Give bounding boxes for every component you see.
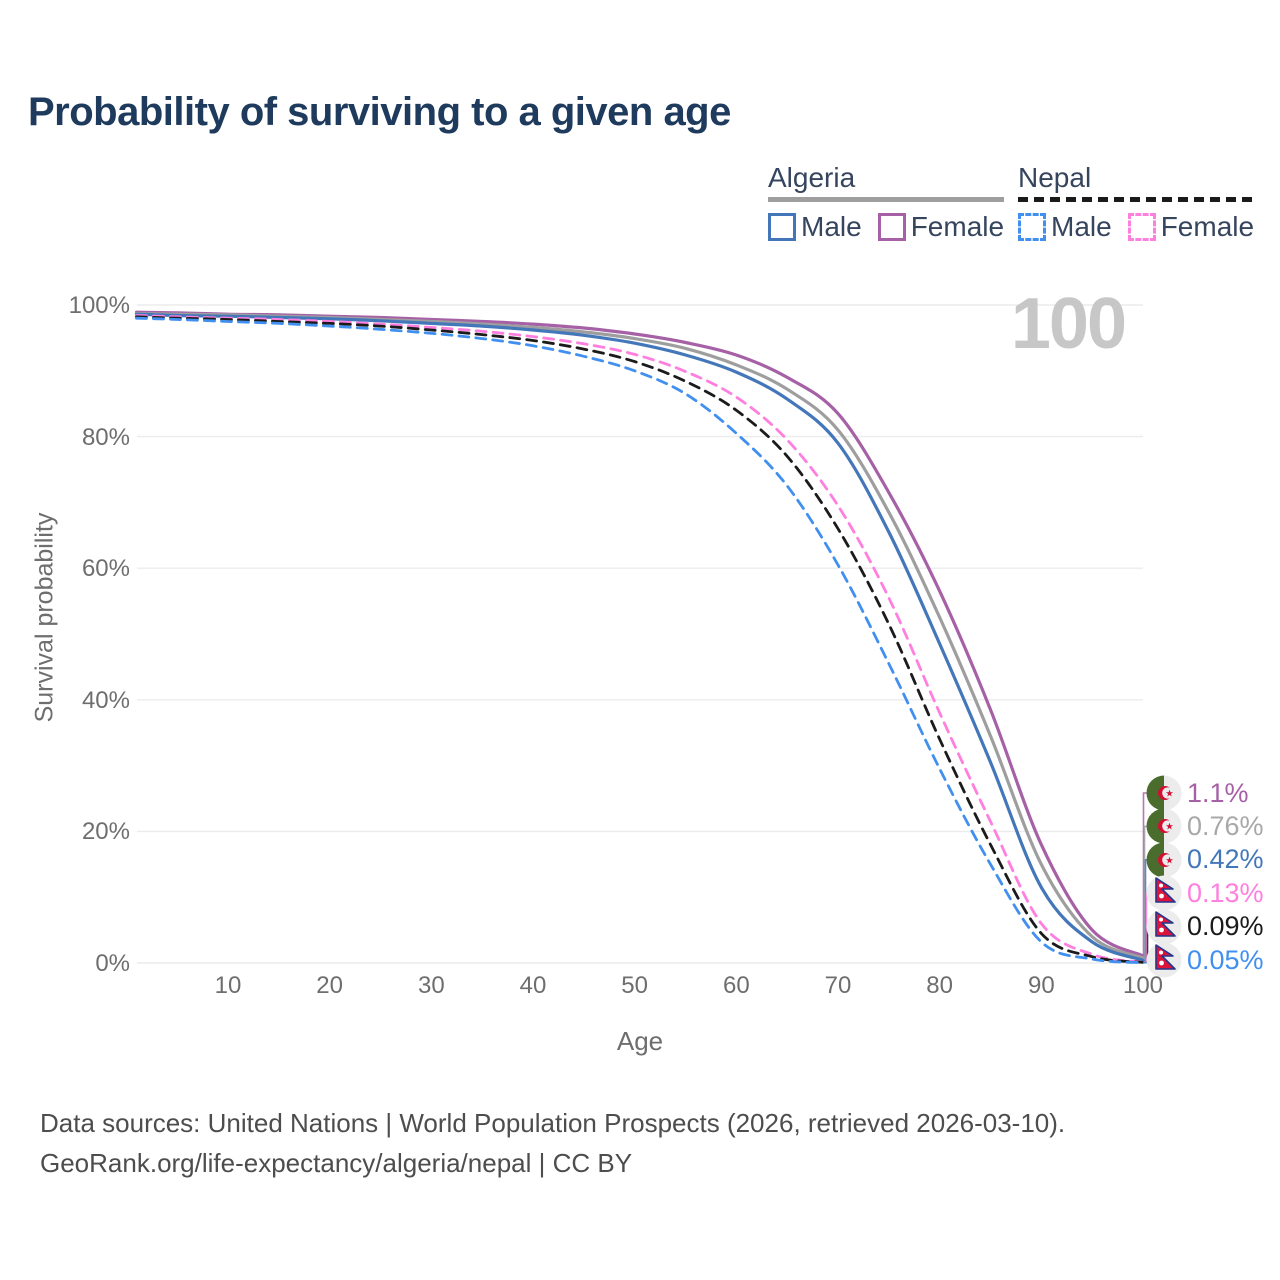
end-label-nepal-female: 0.13% <box>1146 875 1264 911</box>
y-tick-0%: 0% <box>95 950 130 977</box>
legend-group-algeria: Algeria Male Female <box>768 162 1005 243</box>
age-counter-watermark: 100 <box>1010 284 1127 364</box>
x-tick-90: 90 <box>1027 972 1055 999</box>
legend-item-nepal-male[interactable]: Male <box>1018 211 1112 243</box>
y-axis-title: Survival probability <box>30 512 59 723</box>
nepal-male-swatch <box>1018 213 1046 241</box>
nepal-flag-icon <box>1146 942 1182 978</box>
footer-sources: Data sources: United Nations | World Pop… <box>40 1108 1066 1138</box>
x-tick-50: 50 <box>621 972 648 999</box>
curve-nepal-male <box>135 316 1145 965</box>
algeria-female-swatch <box>877 213 906 241</box>
page-title: Probability of surviving to a given age <box>28 90 731 134</box>
y-tick-60%: 60% <box>81 555 130 583</box>
algeria-line-style-swatch <box>768 197 1005 202</box>
nepal-female-swatch <box>1127 213 1156 241</box>
x-tick-100: 100 <box>1122 972 1164 999</box>
x-tick-20: 20 <box>316 972 343 999</box>
x-tick-10: 10 <box>214 972 242 999</box>
gridlines <box>137 304 1143 964</box>
nepal-flag-icon <box>1146 875 1182 911</box>
legend-item-label: Male <box>801 211 862 242</box>
legend-country-algeria: Algeria <box>768 162 856 193</box>
end-label-algeria-male: 0.42% <box>1146 842 1264 878</box>
legend-item-label: Male <box>1051 211 1112 242</box>
legend-item-label: Female <box>910 211 1005 242</box>
x-tick-40: 40 <box>519 972 547 999</box>
end-label-algeria-female: 1.1% <box>1146 775 1249 811</box>
end-value: 1.1% <box>1187 777 1249 808</box>
algeria-flag-icon <box>1146 775 1182 811</box>
end-value: 0.09% <box>1187 911 1264 942</box>
end-value: 0.05% <box>1187 944 1264 975</box>
x-axis-title: Age <box>616 1026 664 1056</box>
y-tick-80%: 80% <box>81 423 130 451</box>
nepal-line-style-swatch <box>1018 197 1255 202</box>
legend-item-label: Female <box>1160 211 1255 242</box>
algeria-flag-icon <box>1146 808 1182 844</box>
end-value: 0.76% <box>1187 810 1264 841</box>
legend-group-nepal: Nepal Male Female <box>1018 162 1255 243</box>
end-value: 0.13% <box>1187 877 1264 908</box>
legend-item-nepal-female[interactable]: Female <box>1127 211 1255 243</box>
y-tick-20%: 20% <box>81 818 130 846</box>
footer-attribution: GeoRank.org/life-expectancy/algeria/nepa… <box>40 1148 633 1178</box>
x-tick-30: 30 <box>417 972 445 999</box>
legend-item-algeria-male[interactable]: Male <box>768 211 862 243</box>
legend-country-nepal: Nepal <box>1018 162 1092 193</box>
algeria-male-swatch <box>768 213 796 241</box>
end-label-nepal-male: 0.05% <box>1146 942 1264 978</box>
algeria-flag-icon <box>1146 842 1182 878</box>
y-tick-100%: 100% <box>68 292 130 319</box>
end-label-algeria-both-sexes: 0.76% <box>1146 808 1264 844</box>
series-curves <box>134 310 1145 965</box>
curve-nepal-both-sexes <box>135 315 1145 964</box>
end-label-nepal-both-sexes: 0.09% <box>1146 909 1264 945</box>
legend-item-algeria-female[interactable]: Female <box>877 211 1005 243</box>
curve-algeria-both-sexes <box>134 312 1145 960</box>
y-tick-40%: 40% <box>81 686 130 714</box>
curve-algeria-female <box>134 310 1145 958</box>
x-tick-70: 70 <box>824 972 852 999</box>
curve-nepal-female <box>135 314 1145 964</box>
curve-algeria-male <box>134 312 1145 962</box>
x-tick-60: 60 <box>722 972 750 999</box>
nepal-flag-icon <box>1146 909 1182 945</box>
end-value: 0.42% <box>1187 844 1264 875</box>
x-tick-80: 80 <box>926 972 953 999</box>
